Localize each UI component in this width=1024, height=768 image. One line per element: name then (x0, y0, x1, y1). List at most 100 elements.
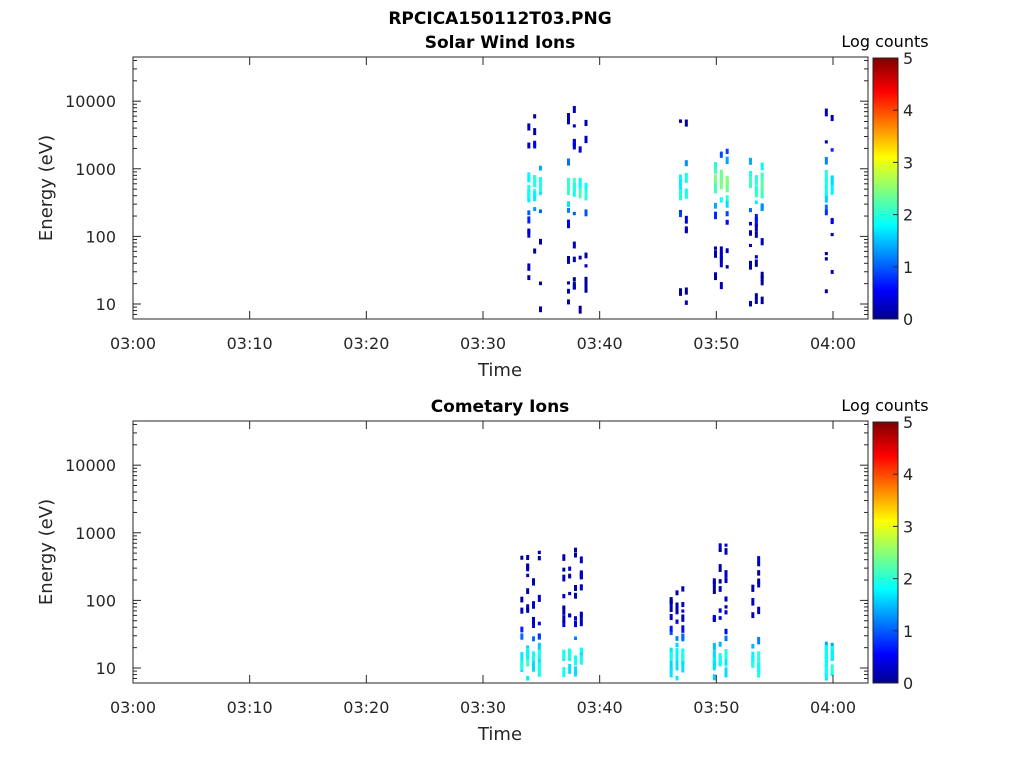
heatmap-cell (725, 182, 729, 193)
y-axis-label: Energy (eV) (36, 135, 57, 241)
heatmap-cell (574, 616, 577, 621)
heatmap-cell (526, 607, 530, 613)
heatmap-cell (568, 575, 572, 579)
heatmap-cell (572, 177, 576, 188)
heatmap-cell (532, 616, 535, 625)
heatmap-cell (754, 185, 758, 196)
heatmap-cell (757, 606, 761, 615)
heatmap-cell (712, 650, 716, 661)
heatmap-cell (754, 231, 758, 238)
heatmap-cell (520, 555, 524, 560)
heatmap-cell (724, 570, 728, 578)
heatmap-cell (537, 654, 541, 665)
heatmap-cell (568, 613, 572, 618)
x-tick-label: 03:20 (343, 698, 389, 717)
heatmap-cell (537, 556, 541, 561)
heatmap-cell (567, 219, 570, 226)
heatmap-cell (718, 616, 722, 620)
heatmap-cell (751, 584, 755, 592)
colorbar-tick-label: 1 (903, 622, 913, 641)
colorbar-tick-label: 5 (903, 413, 913, 432)
heatmap-cell (681, 602, 685, 608)
heatmap-cell (533, 191, 537, 202)
heatmap-cell (684, 300, 688, 305)
heatmap-cell (574, 636, 577, 641)
heatmap-cell (760, 280, 764, 286)
heatmap-cell (824, 645, 828, 653)
heatmap-cell (751, 643, 755, 649)
heatmap-cell (760, 296, 764, 305)
heatmap-cell (567, 224, 570, 229)
heatmap-cell (719, 197, 723, 203)
heatmap-cell (562, 574, 566, 582)
heatmap-cell (568, 648, 572, 659)
heatmap-cell (681, 586, 685, 592)
heatmap-cell (749, 157, 752, 165)
heatmap-cell (679, 211, 682, 218)
heatmap-cell (562, 615, 566, 623)
heatmap-cell (537, 621, 541, 626)
heatmap-cell (725, 248, 729, 254)
heatmap-cell (579, 647, 583, 658)
heatmap-cell (724, 649, 728, 660)
heatmap-cell (718, 543, 722, 552)
heatmap-cell (719, 179, 723, 190)
colorbar-tick-label: 3 (903, 153, 913, 172)
heatmap-cell (754, 223, 758, 227)
x-tick-label: 03:20 (343, 334, 389, 353)
heatmap-cell (724, 628, 728, 635)
heatmap-cell (824, 185, 828, 196)
plot-frame (132, 420, 869, 684)
heatmap-cell (578, 305, 582, 314)
heatmap-cell (539, 238, 542, 245)
heatmap-cell (824, 289, 828, 294)
heatmap-cell (526, 588, 530, 594)
heatmap-cell (718, 579, 722, 584)
heatmap-cell (824, 257, 828, 261)
heatmap-cell (824, 194, 828, 203)
heatmap-cell (533, 143, 537, 149)
heatmap-cell (584, 253, 588, 259)
heatmap-cell (533, 207, 537, 212)
heatmap-cell (527, 210, 531, 216)
heatmap-cell (574, 621, 577, 628)
heatmap-cell (562, 567, 566, 572)
heatmap-cell (675, 606, 679, 614)
heatmap-cell (527, 230, 531, 238)
heatmap-cell (749, 260, 752, 267)
heatmap-cell (567, 256, 570, 264)
heatmap-cell (539, 181, 542, 192)
heatmap-cell (572, 143, 576, 150)
heatmap-cell (669, 630, 673, 635)
heatmap-cell (751, 598, 755, 606)
heatmap-cell (830, 148, 834, 152)
heatmap-cell (724, 605, 728, 609)
heatmap-cell (719, 246, 723, 255)
colorbar-tick-label: 2 (903, 206, 913, 225)
heatmap-cell (714, 250, 717, 258)
heatmap-cell (749, 178, 752, 189)
heatmap-cell (675, 660, 679, 671)
heatmap-cell (537, 633, 541, 640)
y-axis-ticks: 10 100 1000 10000 (65, 59, 868, 320)
heatmap-cell (574, 585, 577, 591)
heatmap-cells (527, 105, 834, 314)
heatmap-cell (725, 156, 729, 165)
heatmap-cell (718, 586, 722, 592)
heatmap-cell (532, 582, 535, 586)
heatmap-cell (532, 601, 535, 609)
colorbar-tick-label: 4 (903, 465, 913, 484)
heatmap-cell (537, 661, 541, 672)
heatmap-cell (520, 633, 524, 640)
heatmap-cell (572, 241, 576, 249)
heatmap-cell (824, 140, 828, 144)
heatmap-cell (562, 620, 566, 628)
heatmap-cell (724, 543, 728, 547)
heatmap-cell (760, 188, 764, 199)
heatmap-cell (537, 642, 541, 651)
panel-title: Solar Wind Ions (425, 33, 576, 53)
heatmap-cell (754, 300, 758, 304)
heatmap-cell (725, 200, 729, 208)
heatmap-cell (724, 654, 728, 665)
heatmap-cell (757, 636, 761, 645)
